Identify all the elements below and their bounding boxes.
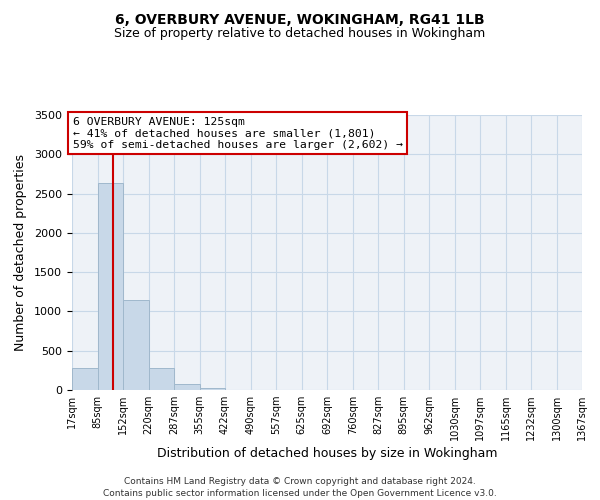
Bar <box>200 388 225 390</box>
Y-axis label: Number of detached properties: Number of detached properties <box>14 154 27 351</box>
Bar <box>98 182 123 390</box>
Bar <box>174 384 200 390</box>
Bar <box>149 368 174 390</box>
Text: Contains HM Land Registry data © Crown copyright and database right 2024.: Contains HM Land Registry data © Crown c… <box>124 478 476 486</box>
Text: 6, OVERBURY AVENUE, WOKINGHAM, RG41 1LB: 6, OVERBURY AVENUE, WOKINGHAM, RG41 1LB <box>115 12 485 26</box>
Text: 6 OVERBURY AVENUE: 125sqm
← 41% of detached houses are smaller (1,801)
59% of se: 6 OVERBURY AVENUE: 125sqm ← 41% of detac… <box>73 116 403 150</box>
Bar <box>72 368 98 390</box>
Bar <box>123 300 149 390</box>
Text: Contains public sector information licensed under the Open Government Licence v3: Contains public sector information licen… <box>103 489 497 498</box>
X-axis label: Distribution of detached houses by size in Wokingham: Distribution of detached houses by size … <box>157 448 497 460</box>
Text: Size of property relative to detached houses in Wokingham: Size of property relative to detached ho… <box>115 28 485 40</box>
